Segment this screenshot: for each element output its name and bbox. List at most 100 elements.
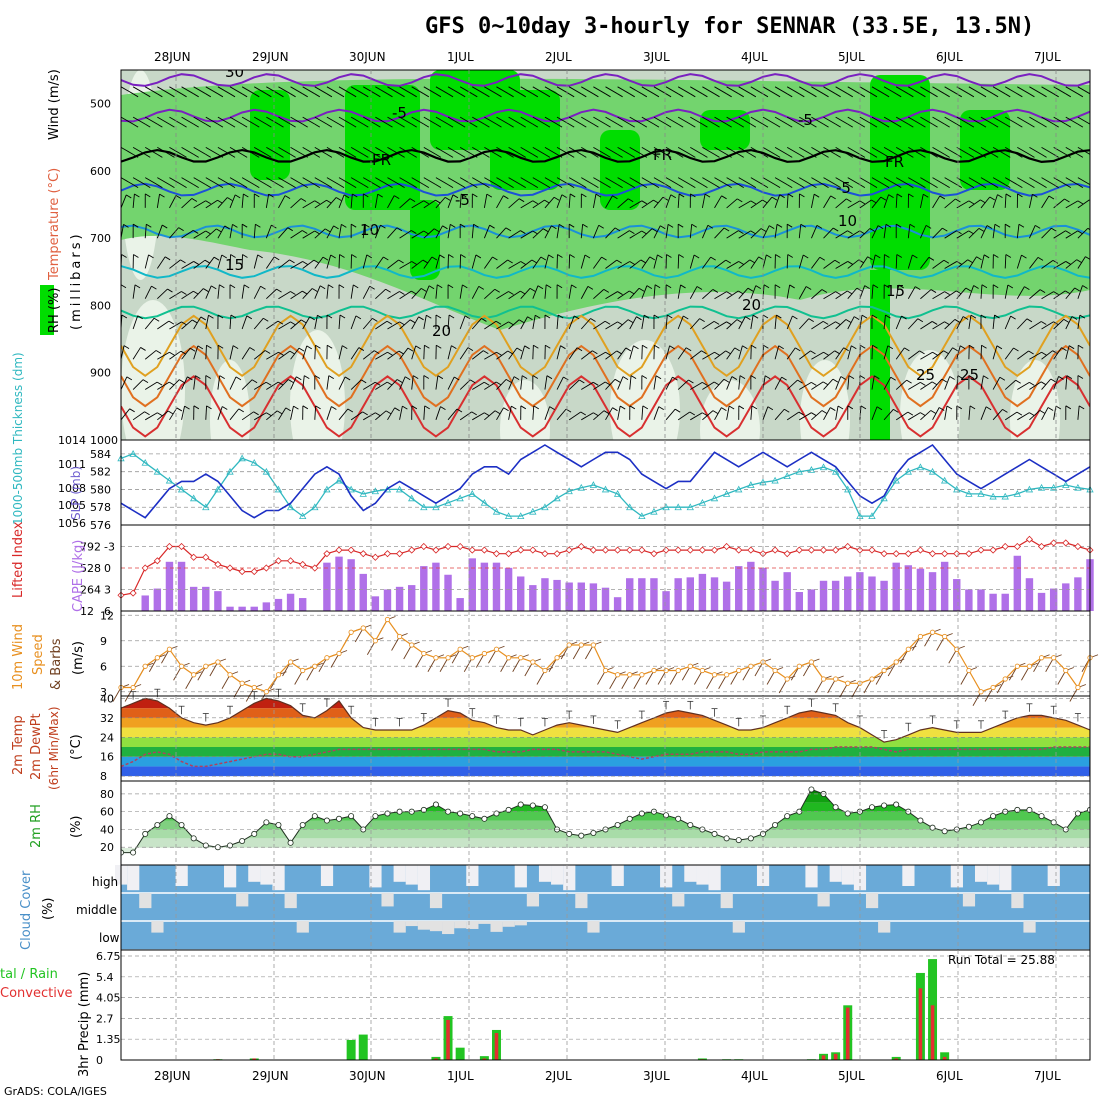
wind-barb — [835, 290, 848, 300]
wind-barb — [266, 410, 278, 421]
wind-barb-flag — [749, 259, 756, 264]
wind-barb — [193, 288, 204, 300]
wind-barb — [181, 261, 194, 269]
li-point — [844, 542, 852, 551]
wind-barb — [326, 225, 334, 239]
wind-barb — [363, 86, 376, 95]
rh-core — [250, 90, 290, 180]
wind-barb — [411, 230, 424, 239]
rh-point — [166, 813, 173, 820]
wind-barb-flag — [243, 193, 249, 198]
wind-barb-flag — [847, 93, 853, 98]
wind-barb-flag — [335, 197, 342, 201]
cape-bar — [153, 588, 162, 611]
wind-barb-flag — [1010, 315, 1016, 320]
wind-barb — [883, 86, 897, 95]
wind-barb — [435, 254, 441, 269]
wind-barb — [411, 146, 425, 155]
li-point — [408, 546, 416, 554]
wind-barb — [532, 315, 536, 330]
wind-barb — [730, 670, 740, 685]
wind-barb — [229, 177, 243, 186]
wind-barb-flag — [159, 193, 165, 198]
wind-barb — [484, 256, 493, 269]
cape-bar — [831, 580, 840, 611]
wind-barb — [593, 177, 606, 186]
rh-dry-patch — [1010, 360, 1060, 440]
wind-barb — [895, 86, 909, 95]
wind-barb — [217, 116, 231, 125]
wind-barb-flag — [435, 314, 442, 319]
wind-barb — [387, 86, 400, 95]
wind-barb — [266, 86, 279, 95]
cape-bar — [371, 596, 380, 611]
wind-barb-flag — [738, 230, 744, 235]
wind-barb — [908, 177, 921, 186]
wind-barb — [375, 86, 388, 95]
wind-barb — [193, 177, 207, 186]
wind-barb-flag — [750, 230, 756, 235]
thickness-point — [589, 481, 598, 488]
wind-barb — [653, 406, 660, 420]
wind-barb-flag — [350, 123, 357, 128]
cloud-gap — [381, 893, 394, 907]
wind-barb-flag — [518, 319, 525, 324]
wind-barb-flag — [264, 350, 271, 354]
precip-conv-bar — [494, 1033, 499, 1060]
wind-speed-point — [566, 642, 572, 648]
wind-barb-flag — [994, 314, 1000, 319]
thickness-point — [904, 467, 912, 475]
wind-barb-flag — [385, 410, 392, 415]
thickness-label: 1000-500mb Thickness (dm) — [11, 352, 25, 525]
li-point — [941, 550, 949, 558]
wind-barb — [786, 284, 791, 299]
wind-barb-flag — [545, 284, 552, 289]
wind-barb — [641, 177, 655, 186]
li-point — [626, 546, 634, 554]
wind-barb — [908, 412, 921, 421]
wind-barb-flag — [1065, 93, 1072, 98]
wind-barb-flag — [601, 256, 607, 261]
rh-label: 2m RH — [29, 804, 44, 848]
wind-barb-flag — [1077, 123, 1084, 128]
cloud-gap — [611, 865, 624, 886]
wind-barb-flag — [689, 411, 696, 416]
wind-barb — [266, 146, 279, 155]
wind-barb-flag — [326, 199, 332, 204]
wind-speed-point — [178, 663, 185, 669]
cape-bar — [529, 585, 537, 611]
wind-barb — [144, 350, 157, 360]
wind-barb-flag — [690, 193, 696, 198]
wind-barb — [169, 350, 182, 360]
wind-barb-flag — [456, 408, 463, 413]
wind-barb — [193, 345, 199, 360]
wind-barb — [197, 666, 207, 681]
wind-barb-flag — [374, 381, 381, 386]
wind-speed-point — [324, 655, 330, 661]
wind-barb — [968, 285, 975, 299]
wind-barb-flag — [558, 223, 565, 228]
wind-barb-flag — [241, 223, 248, 228]
temp-band — [121, 698, 1090, 709]
wind-barb-flag — [193, 290, 199, 295]
wind-barb — [302, 116, 316, 125]
cloud-gap — [684, 865, 697, 882]
thickness-point — [626, 503, 634, 511]
wind-barb — [774, 315, 777, 330]
wind-barb-flag — [983, 254, 990, 259]
wind-barb — [871, 406, 878, 420]
wind-barb — [290, 86, 303, 95]
wind-barb — [605, 379, 616, 390]
wind-barb-flag — [593, 412, 599, 417]
wind-barb-flag — [641, 200, 648, 205]
wind-barb — [350, 411, 363, 421]
wind-barb-flag — [211, 285, 217, 290]
wind-barb-flag — [871, 153, 878, 158]
contour-label: -5 — [836, 179, 851, 197]
wind-barb — [411, 345, 417, 360]
wind-barb — [556, 345, 561, 360]
wind-barb-flag — [1004, 123, 1011, 128]
wind-barb-flag — [845, 319, 852, 323]
wind-barb — [1017, 116, 1030, 125]
wind-barb-flag — [205, 375, 212, 379]
